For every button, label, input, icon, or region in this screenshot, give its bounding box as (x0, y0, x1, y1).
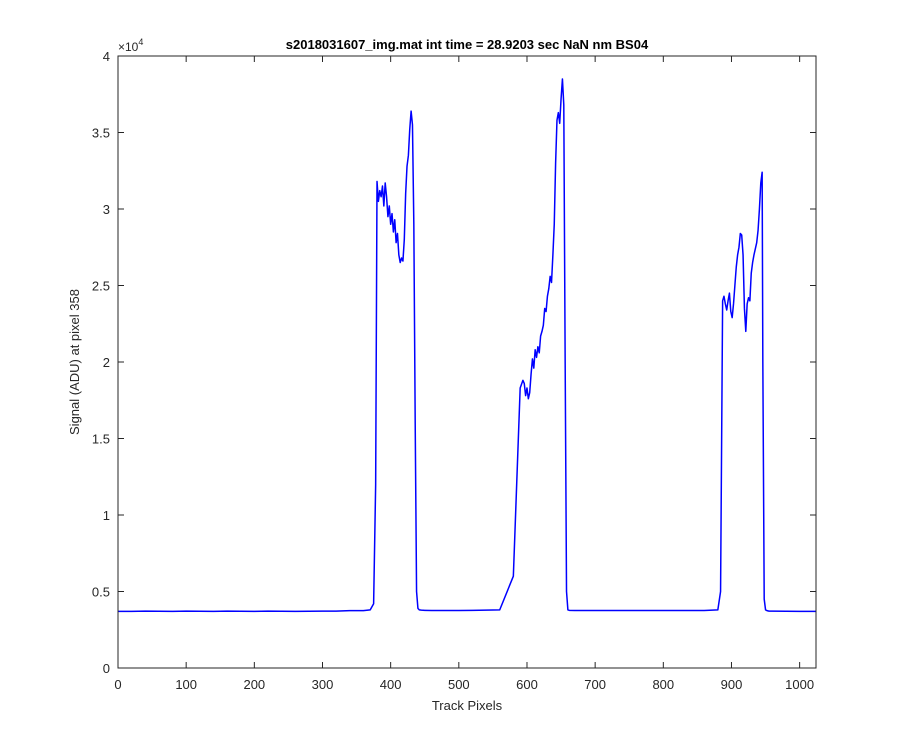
x-tick-label: 300 (312, 677, 334, 692)
x-tick-label: 700 (584, 677, 606, 692)
y-tick-labels: 0 0.5 1 1.5 2 2.5 3 3.5 4 (92, 49, 110, 676)
y-tick-label: 0.5 (92, 585, 110, 600)
y-axis-label: Signal (ADU) at pixel 358 (67, 289, 82, 435)
y-tick-label: 4 (103, 49, 110, 64)
x-tick-label: 1000 (785, 677, 814, 692)
x-tick-label: 800 (652, 677, 674, 692)
y-tick-label: 0 (103, 661, 110, 676)
y-tick-label: 1 (103, 508, 110, 523)
ticks-group (117, 55, 816, 669)
x-tick-label: 900 (721, 677, 743, 692)
x-tick-label: 0 (114, 677, 121, 692)
x-tick-labels: 0 100 200 300 400 500 600 700 800 900 1000 (114, 677, 814, 692)
y-tick-label: 2.5 (92, 279, 110, 294)
series-group (118, 78, 816, 613)
x-tick-label: 500 (448, 677, 470, 692)
axes-box (117, 55, 817, 669)
series-line-0 (118, 78, 816, 613)
x-tick-label: 200 (243, 677, 265, 692)
plot-area (118, 56, 816, 668)
x-tick-label: 400 (380, 677, 402, 692)
x-tick-label: 600 (516, 677, 538, 692)
chart-title: s2018031607_img.mat int time = 28.9203 s… (286, 37, 649, 52)
y-tick-label: 2 (103, 355, 110, 370)
y-tick-label: 3.5 (92, 126, 110, 141)
x-tick-label: 100 (175, 677, 197, 692)
x-axis-label: Track Pixels (432, 698, 503, 713)
y-exponent-label: ×104 (118, 37, 143, 54)
y-tick-label: 3 (103, 202, 110, 217)
y-tick-label: 1.5 (92, 432, 110, 447)
